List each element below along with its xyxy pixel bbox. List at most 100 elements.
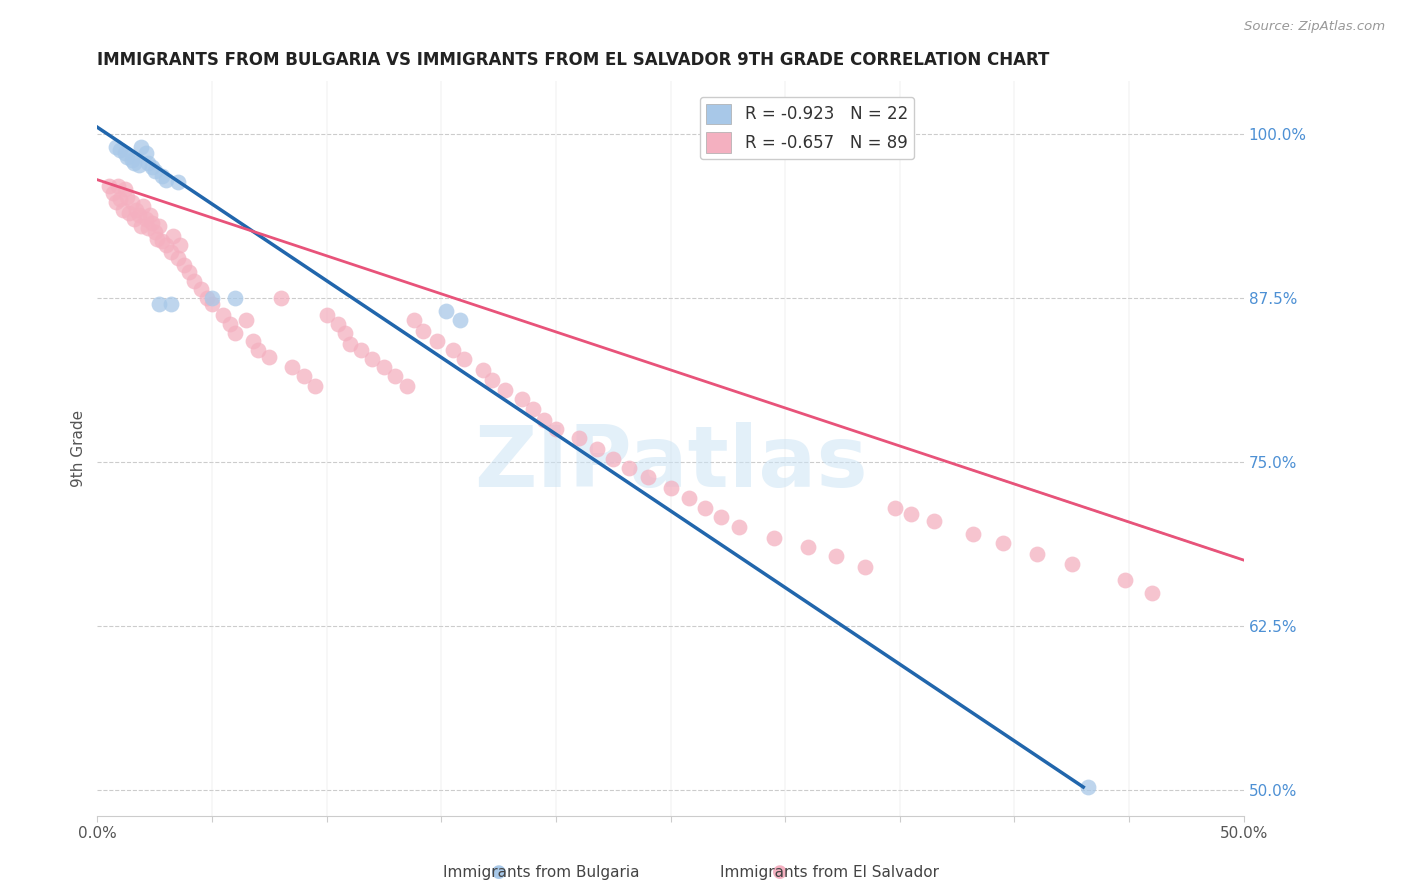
- Point: [212, 308, 235, 322]
- Point: [129, 219, 152, 233]
- Text: ZIPatlas: ZIPatlas: [474, 422, 868, 505]
- Point: [1140, 586, 1163, 600]
- Point: [201, 297, 224, 311]
- Point: [110, 193, 132, 207]
- Point: [166, 175, 188, 189]
- Point: [991, 536, 1014, 550]
- Point: [762, 531, 785, 545]
- Point: [114, 182, 136, 196]
- Point: [136, 221, 159, 235]
- Point: [224, 291, 246, 305]
- Point: [568, 431, 591, 445]
- Point: [143, 225, 166, 239]
- Point: [159, 297, 181, 311]
- Point: [104, 194, 127, 209]
- Point: [121, 153, 143, 167]
- Point: [333, 326, 356, 341]
- Point: [129, 140, 152, 154]
- Point: [122, 212, 145, 227]
- Point: [361, 352, 384, 367]
- Point: [434, 304, 457, 318]
- Point: [136, 155, 159, 169]
- Point: [148, 297, 170, 311]
- Point: [125, 202, 148, 217]
- Point: [426, 334, 449, 348]
- Point: [104, 140, 127, 154]
- Point: [134, 212, 156, 227]
- Point: [619, 461, 641, 475]
- Point: [339, 336, 361, 351]
- Point: [111, 202, 134, 217]
- Point: [373, 360, 395, 375]
- Point: [441, 343, 464, 358]
- Point: [350, 343, 373, 358]
- Point: [139, 208, 162, 222]
- Point: [114, 146, 136, 161]
- Point: [190, 282, 212, 296]
- Point: [115, 150, 138, 164]
- Point: [678, 491, 700, 506]
- Point: [219, 317, 242, 331]
- Point: [533, 413, 555, 427]
- Point: [150, 169, 173, 183]
- Point: [159, 244, 181, 259]
- Point: [544, 422, 567, 436]
- Point: [1060, 557, 1083, 571]
- Point: [107, 179, 129, 194]
- Point: [246, 343, 269, 358]
- Point: [495, 383, 517, 397]
- Point: [141, 216, 163, 230]
- Point: [143, 163, 166, 178]
- Point: [855, 559, 877, 574]
- Point: [637, 470, 659, 484]
- Point: [824, 549, 846, 564]
- Text: Source: ZipAtlas.com: Source: ZipAtlas.com: [1244, 20, 1385, 33]
- Point: [259, 350, 281, 364]
- Point: [281, 360, 304, 375]
- Point: [201, 291, 224, 305]
- Point: [395, 378, 418, 392]
- Legend: R = -0.923   N = 22, R = -0.657   N = 89: R = -0.923 N = 22, R = -0.657 N = 89: [700, 97, 914, 160]
- Point: [710, 509, 733, 524]
- Point: [412, 324, 434, 338]
- Y-axis label: 9th Grade: 9th Grade: [72, 410, 86, 487]
- Point: [224, 326, 246, 341]
- Point: [481, 373, 503, 387]
- Point: [315, 308, 337, 322]
- Point: [693, 500, 716, 515]
- Point: [155, 238, 177, 252]
- Point: [453, 352, 475, 367]
- Text: ●: ●: [772, 863, 789, 881]
- Text: ●: ●: [491, 863, 508, 881]
- Point: [797, 540, 820, 554]
- Point: [522, 402, 544, 417]
- Point: [402, 313, 425, 327]
- Point: [510, 392, 533, 406]
- Point: [242, 334, 264, 348]
- Point: [304, 378, 326, 392]
- Point: [884, 500, 907, 515]
- Point: [134, 146, 156, 161]
- Point: [270, 291, 292, 305]
- Point: [118, 205, 141, 219]
- Point: [197, 291, 219, 305]
- Point: [1077, 780, 1099, 794]
- Point: [326, 317, 349, 331]
- Point: [177, 264, 200, 278]
- Point: [103, 186, 125, 200]
- Point: [148, 219, 170, 233]
- Point: [449, 313, 471, 327]
- Point: [922, 514, 945, 528]
- Text: IMMIGRANTS FROM BULGARIA VS IMMIGRANTS FROM EL SALVADOR 9TH GRADE CORRELATION CH: IMMIGRANTS FROM BULGARIA VS IMMIGRANTS F…: [97, 51, 1050, 69]
- Point: [235, 313, 257, 327]
- Point: [183, 274, 205, 288]
- Point: [900, 507, 922, 521]
- Point: [173, 258, 195, 272]
- Point: [132, 199, 155, 213]
- Point: [384, 369, 406, 384]
- Point: [128, 158, 150, 172]
- Point: [150, 235, 173, 249]
- Point: [471, 363, 494, 377]
- Point: [728, 520, 751, 534]
- Point: [110, 143, 132, 157]
